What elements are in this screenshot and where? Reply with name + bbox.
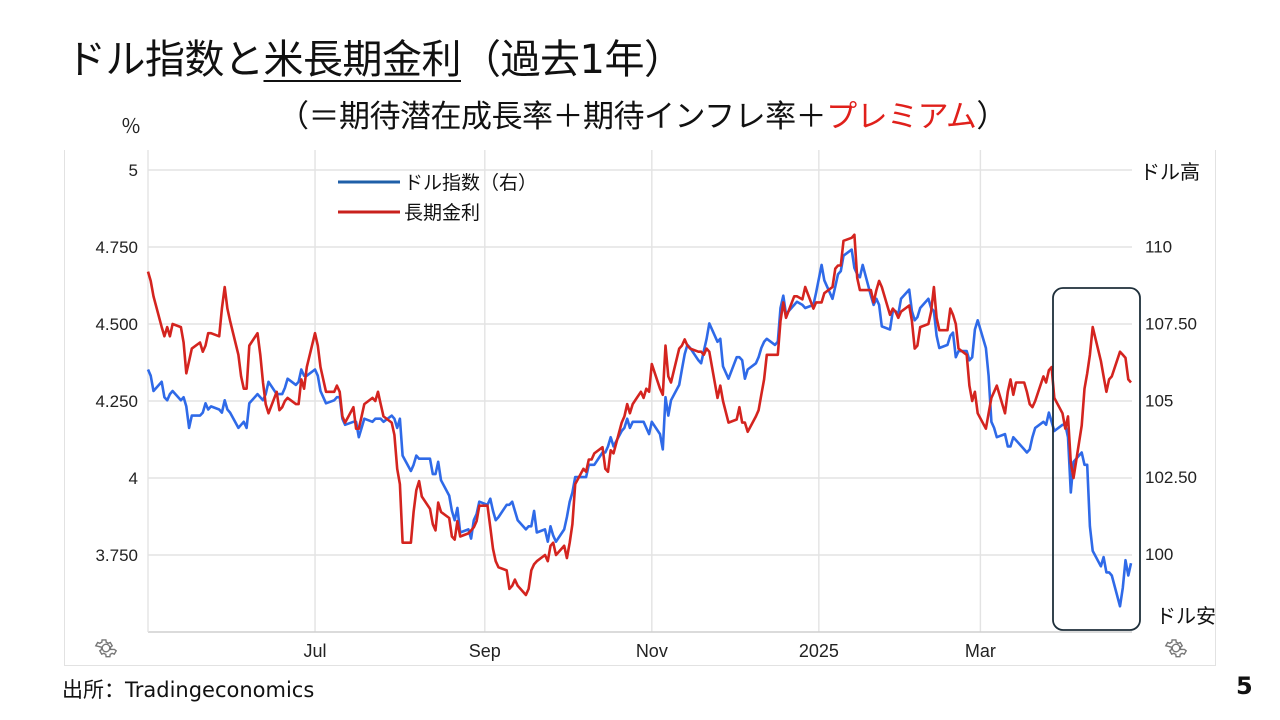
right-axis-top-label: ドル高 xyxy=(1140,160,1200,184)
right-axis-tick-label: 110 xyxy=(1145,238,1172,257)
chart-frame xyxy=(64,150,1216,666)
left-axis-tick-label: 5 xyxy=(129,161,138,180)
right-axis-tick-label: 107.50 xyxy=(1145,314,1197,333)
right-axis-bottom-label: ドル安 xyxy=(1156,604,1216,628)
x-tick-label: Sep xyxy=(469,641,501,661)
subtitle-premium: プレミアム xyxy=(826,99,977,135)
slide-title: ドル指数と米長期金利（過去1年） xyxy=(66,30,684,90)
x-tick-label: Nov xyxy=(636,641,668,661)
source-note: 出所：Tradingeconomics xyxy=(62,678,315,702)
left-axis-tick-label: 4 xyxy=(129,469,138,488)
dollar-index-line xyxy=(146,248,1133,608)
left-axis-tick-label: 4.500 xyxy=(95,315,138,334)
left-settings-gear-icon[interactable] xyxy=(94,636,118,660)
title-suffix: （過去1年） xyxy=(461,37,684,83)
legend-label: ドル指数（右） xyxy=(404,172,537,194)
left-axis-tick-label: 4.250 xyxy=(95,392,138,411)
legend-label: 長期金利 xyxy=(404,202,480,224)
x-tick-label: Mar xyxy=(965,641,996,661)
subtitle-main: （＝期待潜在成長率＋期待インフレ率＋ xyxy=(278,99,827,135)
highlight-box xyxy=(1052,287,1141,631)
left-axis-tick-label: 3.750 xyxy=(95,546,138,565)
slide-subtitle: （＝期待潜在成長率＋期待インフレ率＋プレミアム） xyxy=(278,94,1007,140)
right-settings-gear-icon[interactable] xyxy=(1164,636,1188,660)
long-term-rate-line xyxy=(146,233,1132,597)
title-prefix: ドル指数と xyxy=(66,37,264,83)
right-axis-tick-label: 105 xyxy=(1145,391,1173,410)
right-axis-tick-label: 100 xyxy=(1145,545,1173,564)
title-underlined: 米長期金利 xyxy=(263,37,462,83)
left-axis-unit: ％ xyxy=(121,114,141,138)
x-tick-label: Jul xyxy=(304,641,327,661)
right-axis-tick-label: 102.50 xyxy=(1145,468,1197,487)
left-axis-tick-label: 4.750 xyxy=(95,238,138,257)
subtitle-end: ） xyxy=(976,99,1007,135)
x-tick-label: 2025 xyxy=(799,641,839,661)
page-number: 5 xyxy=(1236,672,1253,700)
